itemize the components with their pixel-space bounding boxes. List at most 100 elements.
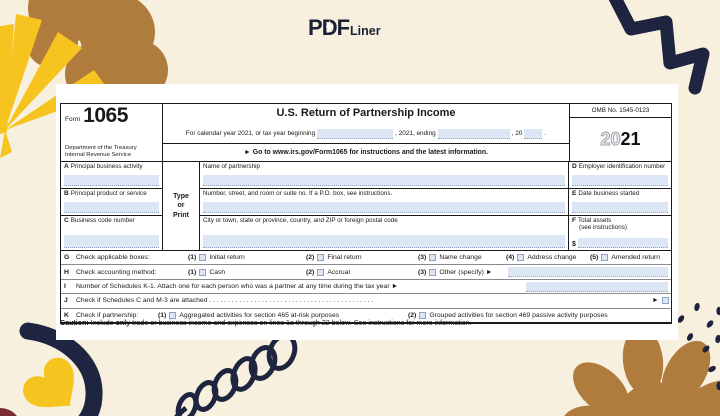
calendar-20-text: , 20: [511, 130, 523, 137]
final-return-checkbox[interactable]: [317, 254, 325, 262]
item-number: (1): [188, 254, 197, 262]
row-k: K Check if partnership: (1) Aggregated ac…: [61, 309, 671, 322]
row-letter: H: [64, 268, 69, 276]
row-letter: D: [572, 163, 577, 170]
partnership-name-field[interactable]: [203, 175, 565, 186]
type-word: Type: [173, 193, 189, 201]
name-change-checkbox[interactable]: [429, 254, 437, 262]
row-letter: I: [64, 282, 66, 290]
row-label: Number of Schedules K-1. Attach one for …: [76, 282, 399, 290]
principal-product-field[interactable]: [64, 202, 159, 213]
item-number: (2): [306, 254, 315, 262]
row-letter: G: [64, 254, 70, 262]
cash-method-checkbox[interactable]: [199, 268, 207, 276]
checkbox-label: Address change: [527, 254, 577, 262]
left-label-column: A Principal business activity B Principal …: [61, 162, 163, 250]
checkbox-label: Initial return: [209, 254, 245, 262]
caution-note: Caution: Include only trade or business …: [60, 319, 672, 328]
item-number: (2): [306, 268, 315, 276]
row-label: Principal product or service: [70, 190, 147, 197]
pdfliner-logo[interactable]: PDF Liner: [308, 15, 381, 41]
form-number: 1065: [83, 104, 128, 127]
checkbox-label: Grouped activities for section 469 passi…: [429, 311, 608, 319]
form-title: U.S. Return of Partnership Income: [276, 107, 456, 119]
item-number: (1): [188, 268, 197, 276]
checkbox-label: Amended return: [611, 254, 661, 262]
cell-label: Name of partnership: [203, 163, 261, 170]
row-letter: K: [64, 311, 69, 319]
omb-year-cell: OMB No. 1545-0123 20 21: [569, 104, 671, 161]
calendar-mid-text: , 2021, ending: [395, 130, 436, 137]
zigzag-shape: [608, 0, 710, 95]
initial-return-checkbox[interactable]: [199, 254, 207, 262]
calendar-period: .: [544, 130, 547, 137]
dept-line2: Internal Revenue Service: [65, 151, 132, 158]
row-letter: J: [64, 297, 68, 305]
row-c-cell: C Business code number: [61, 216, 162, 250]
other-method-checkbox[interactable]: [429, 268, 437, 276]
row-j: J Check if Schedules C and M-3 are attac…: [61, 294, 671, 309]
row-sublabel: (see instructions): [579, 224, 627, 231]
form-header: Form 1065 Department of the Treasury Int…: [61, 104, 671, 162]
city-state-zip-cell: City or town, state or province, country…: [200, 216, 568, 250]
caution-text: Include: [88, 319, 116, 327]
form-title-cell: U.S. Return of Partnership Income For ca…: [163, 104, 569, 161]
coil-scribble-shape: [174, 333, 298, 416]
accrual-method-checkbox[interactable]: [317, 268, 325, 276]
row-h: H Check accounting method: (1) Cash (2) Ac…: [61, 265, 671, 280]
row-i: I Number of Schedules K-1. Attach one fo…: [61, 280, 671, 295]
lightning-bolt-icon: [325, 20, 334, 33]
type-or-print-cell: Type or Print: [163, 162, 200, 250]
tax-year-beginning-field[interactable]: [317, 128, 394, 139]
row-b-cell: B Principal product or service: [61, 189, 162, 216]
principal-business-activity-field[interactable]: [64, 175, 159, 186]
row-letter: B: [64, 190, 69, 197]
partnership-name-cell: Name of partnership: [200, 162, 568, 189]
tax-year-20-field[interactable]: [524, 128, 543, 139]
date-business-started-field[interactable]: [572, 202, 668, 213]
tax-year-ending-field[interactable]: [437, 128, 510, 139]
row-label: Business code number: [70, 217, 135, 224]
ein-field[interactable]: [572, 175, 668, 186]
checkbox-label: Accrual: [327, 268, 350, 276]
form-1065-document: Form 1065 Department of the Treasury Int…: [56, 84, 678, 340]
other-specify-field[interactable]: [508, 267, 668, 278]
flower-shape: [561, 327, 720, 416]
item-number: (2): [408, 311, 417, 319]
cell-label: Number, street, and room or suite no. If…: [203, 190, 393, 197]
row-label: Principal business activity: [70, 163, 143, 170]
heart-shape: [23, 357, 74, 408]
checkbox-label: Name change: [439, 254, 482, 262]
caution-text: trade or business income and expenses on…: [130, 319, 472, 327]
schedules-k1-count-field[interactable]: [526, 281, 668, 292]
checkbox-label: Final return: [327, 254, 362, 262]
tax-year-badge: 20 21: [570, 118, 671, 161]
street-address-cell: Number, street, and room or suite no. If…: [200, 189, 568, 216]
row-e-cell: E Date business started: [569, 189, 671, 216]
total-assets-field[interactable]: [577, 238, 668, 248]
aggregated-activities-checkbox[interactable]: [169, 311, 177, 319]
address-column: Name of partnership Number, street, and …: [200, 162, 569, 250]
amended-return-checkbox[interactable]: [601, 254, 609, 262]
row-label: Check if Schedules C and M-3 are attache…: [76, 297, 208, 305]
schedules-attached-checkbox[interactable]: [661, 297, 669, 305]
grouped-activities-checkbox[interactable]: [419, 311, 427, 319]
form-1065-table: Form 1065 Department of the Treasury Int…: [60, 103, 672, 324]
business-code-field[interactable]: [64, 235, 159, 248]
form-word: Form: [65, 116, 81, 123]
dollar-sign: $: [572, 241, 576, 248]
checkbox-label: Aggregated activities for section 465 at…: [179, 311, 340, 319]
street-address-field[interactable]: [203, 202, 565, 213]
logo-liner-text: Liner: [350, 24, 381, 38]
checkbox-section: G Check applicable boxes: (1) Initial ret…: [61, 251, 671, 323]
year-bold-digits: 21: [620, 129, 641, 149]
calendar-pre-text: For calendar year 2021, or tax year begi…: [185, 130, 316, 137]
logo-pdf-text: PDF: [308, 15, 350, 40]
city-state-zip-field[interactable]: [203, 235, 565, 248]
address-change-checkbox[interactable]: [517, 254, 525, 262]
row-f-cell: F Total assets (see instructions) $: [569, 216, 671, 250]
dept-line1: Department of the Treasury: [65, 144, 137, 151]
arrow-glyph: ►: [652, 297, 659, 305]
checkbox-label: Other (specify) ►: [439, 268, 493, 276]
